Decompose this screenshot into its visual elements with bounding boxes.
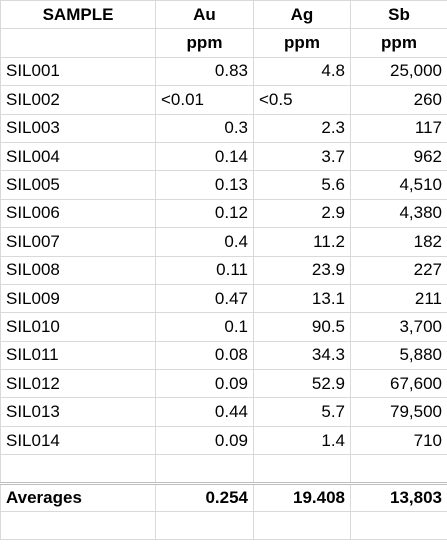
- data-table: SAMPLE Au Ag Sb ppm ppm ppm SIL001 0.83 4.8 25,000…: [0, 0, 447, 541]
- cell: 0.09: [155, 369, 254, 399]
- cell: 211: [350, 283, 447, 314]
- cell: SIL013: [0, 397, 156, 427]
- data-row: SIL011 0.08 34.3 5,880: [0, 340, 447, 371]
- cell: 5.7: [253, 397, 351, 427]
- cell: [253, 511, 351, 541]
- cell: 962: [350, 141, 447, 172]
- data-row: SIL009 0.47 13.1 211: [0, 283, 447, 314]
- cell: 0.08: [155, 340, 254, 371]
- cell: 25,000: [350, 56, 447, 87]
- cell: 4,380: [350, 198, 447, 229]
- cell: 0.4: [155, 227, 254, 257]
- cell: Averages: [0, 481, 156, 513]
- cell: 0.12: [155, 198, 254, 229]
- blank-row: [0, 511, 447, 541]
- cell: 34.3: [253, 340, 351, 371]
- cell: 11.2: [253, 227, 351, 257]
- data-row: SIL014 0.09 1.4 710: [0, 425, 447, 456]
- cell: 0.83: [155, 56, 254, 87]
- data-row: SIL006 0.12 2.9 4,380: [0, 198, 447, 229]
- cell: 13.1: [253, 283, 351, 314]
- cell: 0.3: [155, 113, 254, 143]
- table-body: SAMPLE Au Ag Sb ppm ppm ppm SIL001 0.83 4.8 25,000…: [0, 0, 447, 541]
- cell: [350, 511, 447, 541]
- cell: 4.8: [253, 56, 351, 87]
- cell: 5,880: [350, 340, 447, 371]
- cell: 3,700: [350, 312, 447, 342]
- data-row: SIL002 <0.01 <0.5 260: [0, 85, 447, 115]
- averages-row: Averages 0.254 19.408 13,803: [0, 481, 447, 513]
- cell: 227: [350, 255, 447, 285]
- cell: SIL005: [0, 170, 156, 200]
- cell: 710: [350, 425, 447, 456]
- cell: 19.408: [253, 481, 351, 513]
- cell: 0.13: [155, 170, 254, 200]
- data-row: SIL008 0.11 23.9 227: [0, 255, 447, 285]
- cell: 0.47: [155, 283, 254, 314]
- cell: [350, 454, 447, 484]
- cell: [253, 454, 351, 484]
- cell: 0.254: [155, 481, 254, 513]
- data-row: SIL013 0.44 5.7 79,500: [0, 397, 447, 427]
- cell: 0.09: [155, 425, 254, 456]
- cell: Ag: [253, 0, 351, 30]
- cell: 3.7: [253, 141, 351, 172]
- cell: 2.3: [253, 113, 351, 143]
- cell: 0.14: [155, 141, 254, 172]
- data-row: SIL005 0.13 5.6 4,510: [0, 170, 447, 200]
- cell: 0.44: [155, 397, 254, 427]
- cell: 0.1: [155, 312, 254, 342]
- cell: Au: [155, 0, 254, 30]
- blank-row: [0, 454, 447, 484]
- cell: 260: [350, 85, 447, 115]
- cell: SIL001: [0, 56, 156, 87]
- cell: SIL010: [0, 312, 156, 342]
- data-row: SIL003 0.3 2.3 117: [0, 113, 447, 143]
- cell: SIL012: [0, 369, 156, 399]
- data-row: SIL007 0.4 11.2 182: [0, 227, 447, 257]
- cell: 1.4: [253, 425, 351, 456]
- units-row: ppm ppm ppm: [0, 28, 447, 58]
- cell: SIL011: [0, 340, 156, 371]
- cell: [0, 511, 156, 541]
- data-row: SIL001 0.83 4.8 25,000: [0, 56, 447, 87]
- cell: ppm: [350, 28, 447, 58]
- cell: 2.9: [253, 198, 351, 229]
- cell: <0.5: [253, 85, 351, 115]
- cell: 182: [350, 227, 447, 257]
- header-row: SAMPLE Au Ag Sb: [0, 0, 447, 30]
- cell: SIL006: [0, 198, 156, 229]
- cell: SIL009: [0, 283, 156, 314]
- cell: SIL002: [0, 85, 156, 115]
- cell: 5.6: [253, 170, 351, 200]
- data-row: SIL010 0.1 90.5 3,700: [0, 312, 447, 342]
- cell: 13,803: [350, 481, 447, 513]
- cell: 23.9: [253, 255, 351, 285]
- cell: 67,600: [350, 369, 447, 399]
- cell: Sb: [350, 0, 447, 30]
- cell: <0.01: [155, 85, 254, 115]
- cell: 79,500: [350, 397, 447, 427]
- cell: ppm: [253, 28, 351, 58]
- cell: 52.9: [253, 369, 351, 399]
- cell: 90.5: [253, 312, 351, 342]
- data-row: SIL012 0.09 52.9 67,600: [0, 369, 447, 399]
- cell: [155, 454, 254, 484]
- cell: SIL008: [0, 255, 156, 285]
- cell: SIL003: [0, 113, 156, 143]
- cell: SIL007: [0, 227, 156, 257]
- cell: [0, 454, 156, 484]
- cell: SIL004: [0, 141, 156, 172]
- cell: SIL014: [0, 425, 156, 456]
- cell: 0.11: [155, 255, 254, 285]
- cell: [155, 511, 254, 541]
- cell: SAMPLE: [0, 0, 156, 30]
- cell: ppm: [155, 28, 254, 58]
- cell: [0, 28, 156, 58]
- data-row: SIL004 0.14 3.7 962: [0, 141, 447, 172]
- cell: 117: [350, 113, 447, 143]
- cell: 4,510: [350, 170, 447, 200]
